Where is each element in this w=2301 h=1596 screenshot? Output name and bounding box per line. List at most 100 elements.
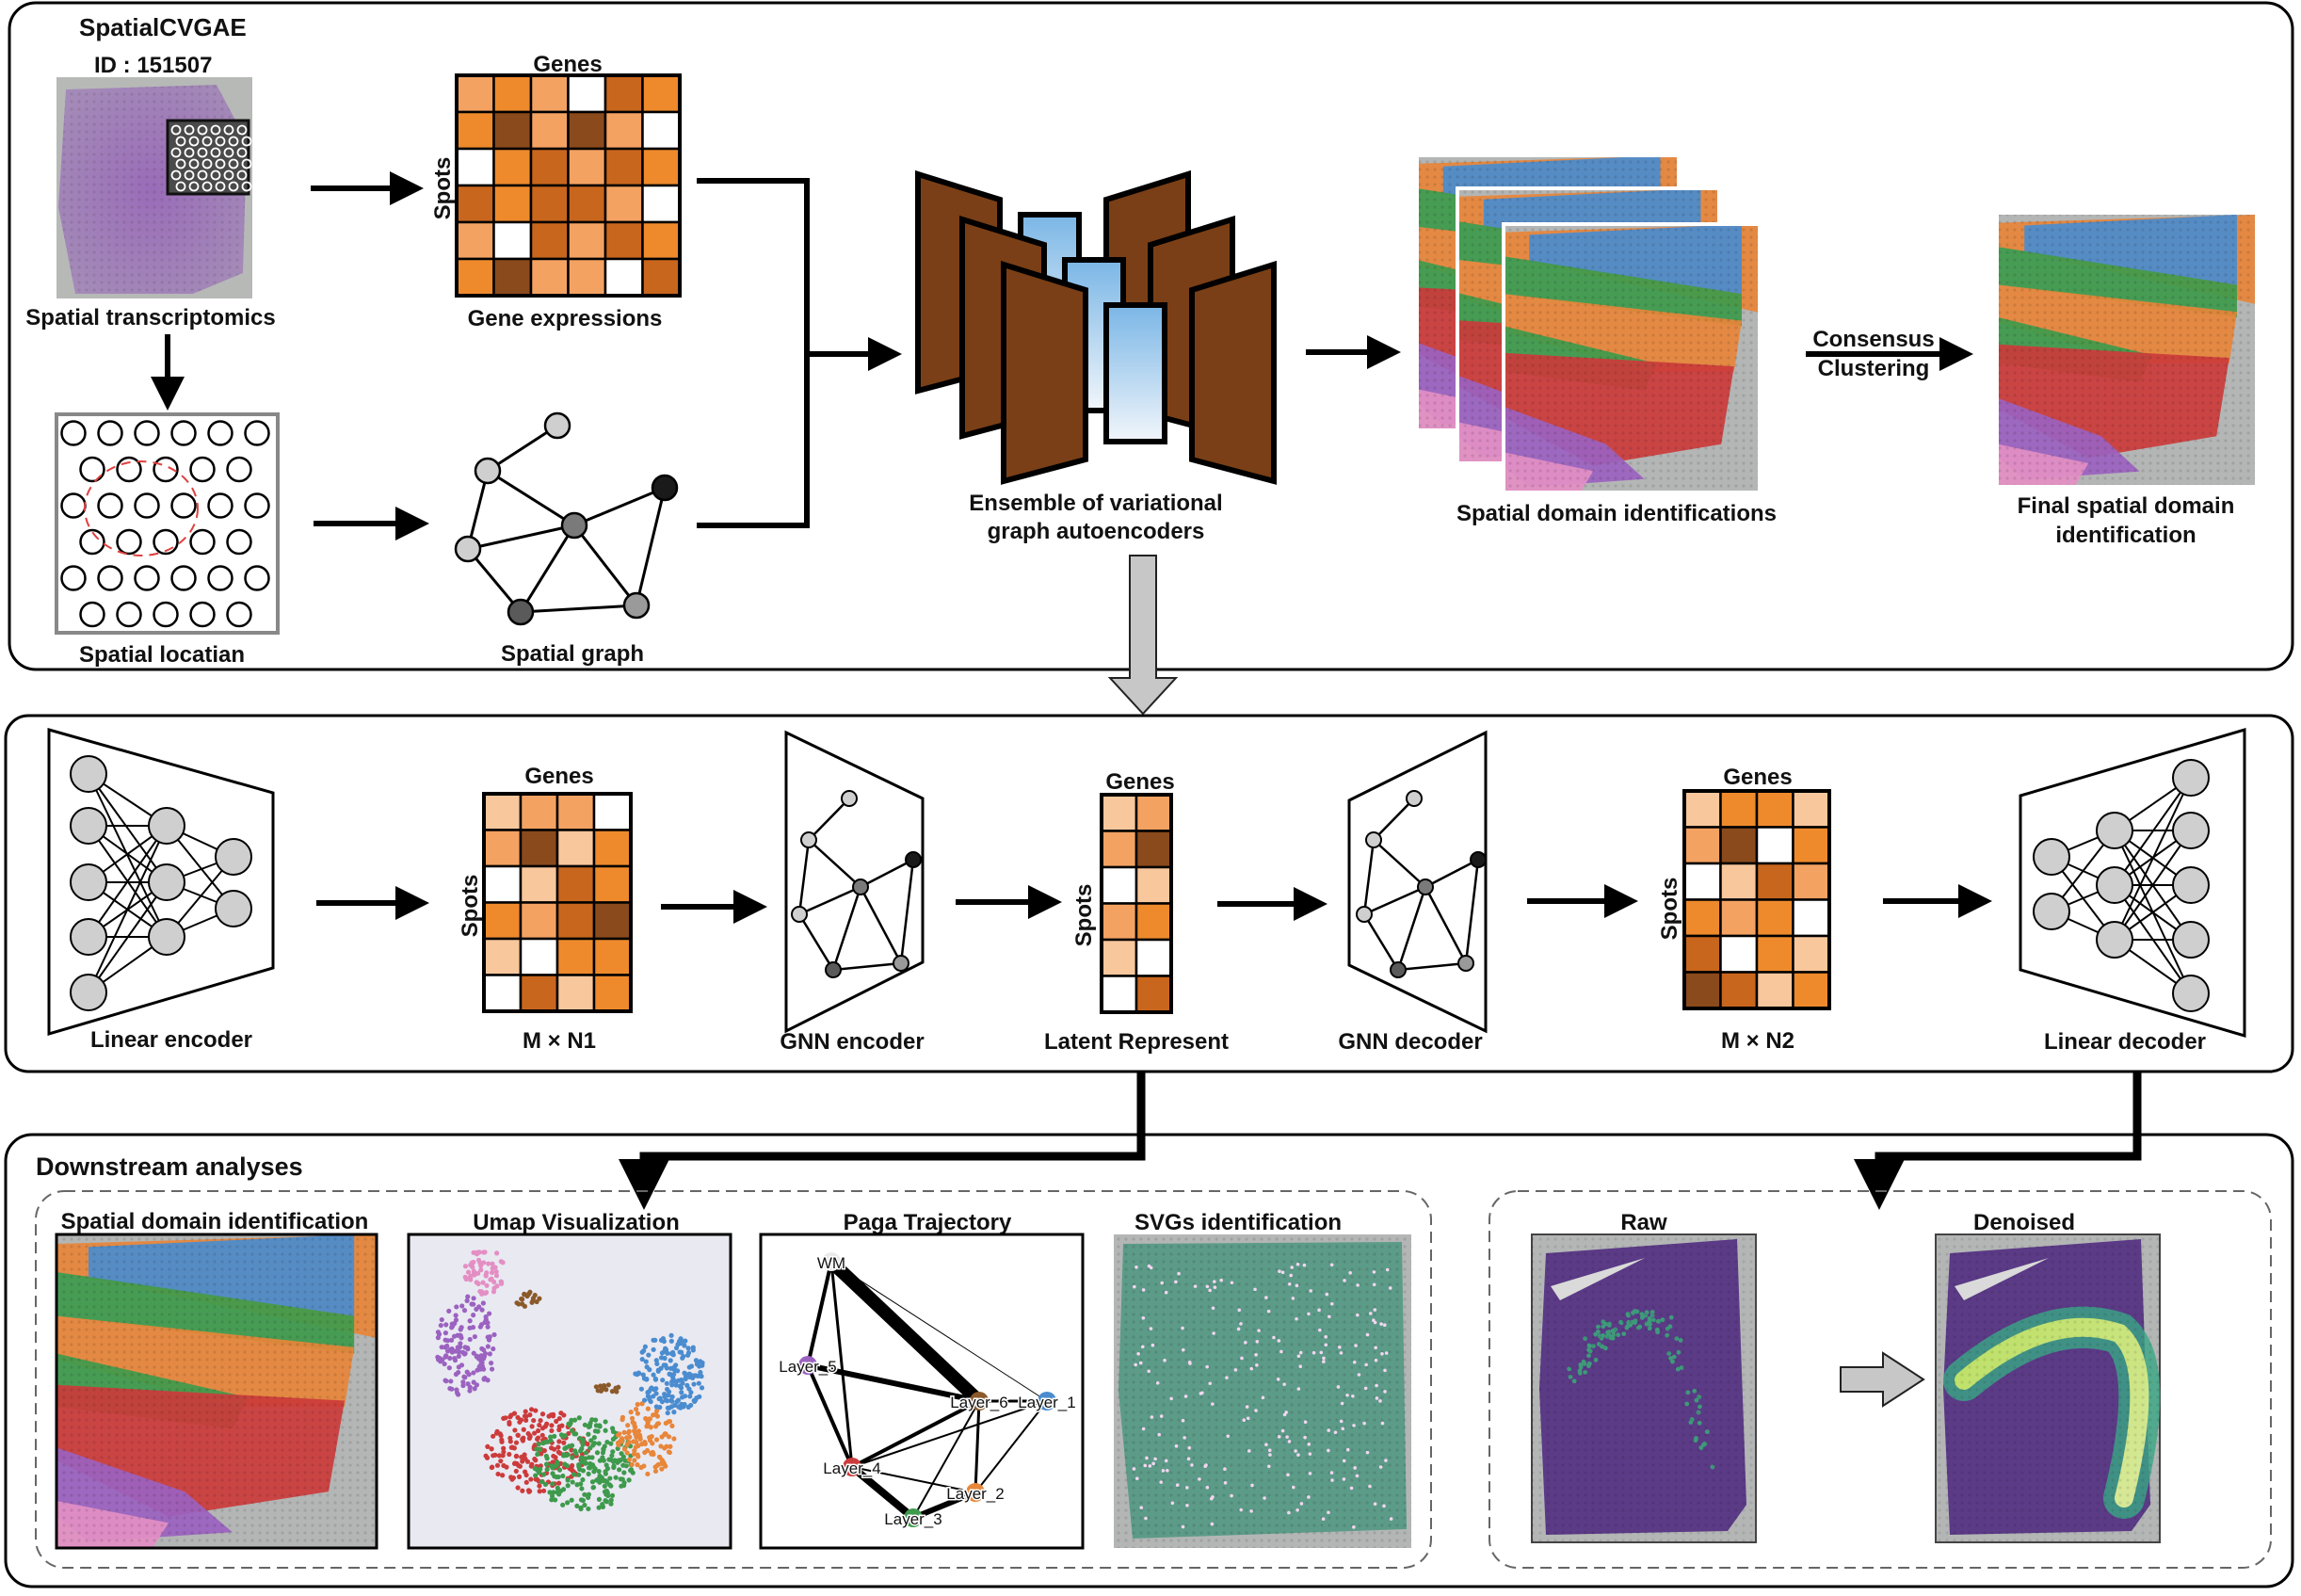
- slide-spot: [241, 136, 252, 147]
- svg-highlight-spot: [1144, 1516, 1148, 1521]
- umap-point: [507, 1435, 513, 1441]
- umap-point: [693, 1358, 700, 1363]
- domain-identifications-label: Spatial domain identifications: [1456, 501, 1777, 526]
- location-spot: [60, 492, 87, 519]
- svg-highlight-spot: [1287, 1510, 1291, 1515]
- svg-highlight-spot: [1187, 1445, 1192, 1450]
- genes-label-top: Genes: [533, 52, 602, 77]
- paga-edge: [851, 1400, 1048, 1468]
- svg-highlight-spot: [1343, 1279, 1346, 1282]
- svg-highlight-spot: [1213, 1280, 1216, 1283]
- nn-connection: [2114, 830, 2192, 941]
- graph-edge: [797, 913, 835, 971]
- slide-spot: [215, 158, 226, 169]
- umap-point: [517, 1419, 523, 1425]
- matrix-cell: [492, 220, 533, 261]
- nn-connection: [88, 825, 168, 938]
- tissue-slide-image: [56, 77, 252, 298]
- umap-point: [621, 1446, 628, 1452]
- final-domain-map: [1999, 215, 2255, 485]
- umap-point: [653, 1391, 659, 1396]
- umap-point: [439, 1316, 444, 1323]
- matrix-cell: [1719, 934, 1759, 974]
- svg-highlight-spot: [1254, 1409, 1258, 1412]
- spatial-location-label: Spatial locatian: [79, 642, 245, 668]
- umap-point: [644, 1377, 650, 1382]
- umap-point: [471, 1350, 476, 1356]
- svg-highlight-spot: [1213, 1285, 1217, 1290]
- umap-point: [635, 1411, 640, 1416]
- umap-point: [485, 1443, 491, 1449]
- umap-point: [611, 1464, 617, 1471]
- matrix-cell: [1134, 902, 1173, 942]
- umap-point: [578, 1481, 584, 1487]
- umap-point: [577, 1448, 584, 1454]
- gnn-decoder-label: GNN decoder: [1338, 1029, 1482, 1055]
- nn-neuron: [2172, 759, 2210, 797]
- umap-point: [550, 1471, 555, 1476]
- umap-point: [592, 1428, 599, 1434]
- umap-point: [665, 1350, 670, 1356]
- umap-point: [454, 1387, 459, 1393]
- umap-point: [467, 1318, 473, 1324]
- matrix-cell: [492, 184, 533, 224]
- umap-point: [620, 1417, 625, 1423]
- paga-edge: [851, 1399, 980, 1469]
- umap-point: [471, 1370, 476, 1376]
- svg-highlight-spot: [1321, 1517, 1326, 1522]
- svg-highlight-spot: [1309, 1289, 1313, 1293]
- matrix-cell: [592, 901, 633, 941]
- umap-point: [443, 1353, 449, 1359]
- svg-highlight-spot: [1311, 1350, 1316, 1355]
- svg-highlight-spot: [1267, 1464, 1271, 1469]
- figure-title: SpatialCVGAE: [79, 13, 247, 41]
- matrix-cell: [1100, 975, 1138, 1014]
- svg-highlight-spot: [1375, 1383, 1378, 1388]
- umap-point: [456, 1353, 461, 1359]
- svg-highlight-spot: [1136, 1351, 1140, 1356]
- umap-point: [532, 1465, 538, 1472]
- location-spot: [79, 528, 105, 556]
- umap-point: [610, 1449, 616, 1455]
- matrix-cell: [641, 110, 682, 151]
- umap-point: [522, 1452, 527, 1458]
- umap-point: [664, 1443, 669, 1449]
- umap-point: [530, 1296, 537, 1301]
- umap-point: [520, 1459, 525, 1464]
- slide-spot: [210, 169, 221, 181]
- slide-spot: [210, 124, 221, 136]
- umap-point: [498, 1459, 504, 1464]
- matrix-cell: [455, 184, 495, 224]
- matrix-cell: [1719, 971, 1759, 1010]
- svg-highlight-spot: [1151, 1461, 1155, 1466]
- location-spot: [116, 601, 142, 628]
- matrix-cell: [1682, 971, 1722, 1010]
- svg-highlight-spot: [1280, 1428, 1285, 1433]
- matrix-cell: [1100, 865, 1138, 905]
- umap-point: [671, 1436, 677, 1442]
- umap-point: [549, 1445, 555, 1451]
- umap-point: [557, 1488, 564, 1494]
- graph-node: [1365, 831, 1382, 848]
- umap-point: [653, 1437, 660, 1443]
- umap-point: [542, 1481, 549, 1488]
- svg-highlight-spot: [1327, 1510, 1330, 1515]
- umap-point: [686, 1364, 692, 1370]
- svg-highlight-spot: [1141, 1288, 1146, 1292]
- umap-point: [538, 1466, 543, 1472]
- svg-highlight-spot: [1161, 1469, 1166, 1473]
- svg-highlight-spot: [1149, 1327, 1153, 1330]
- umap-point: [528, 1476, 534, 1482]
- svg-highlight-spot: [1198, 1477, 1201, 1481]
- svg-highlight-spot: [1291, 1297, 1295, 1300]
- paga-edge: [806, 1261, 833, 1366]
- spot-texture: [1936, 1234, 2160, 1542]
- umap-point: [499, 1439, 505, 1444]
- nn-connection: [88, 825, 168, 993]
- umap-point: [496, 1453, 502, 1459]
- graph-edge: [1373, 839, 1426, 888]
- umap-point: [596, 1441, 602, 1446]
- svg-highlight-spot: [1223, 1481, 1228, 1485]
- graph-edge: [1424, 886, 1468, 964]
- umap-point: [592, 1417, 599, 1423]
